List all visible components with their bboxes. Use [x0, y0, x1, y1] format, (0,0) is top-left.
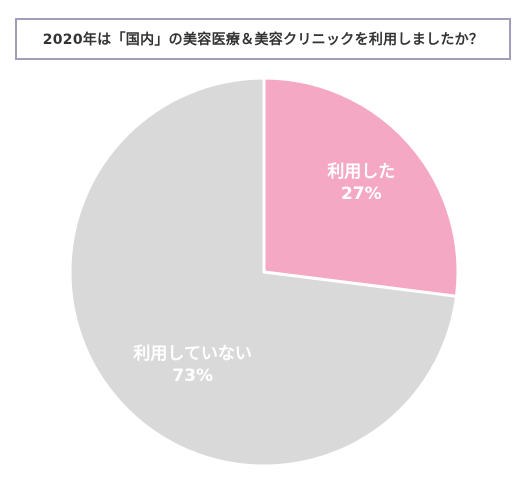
chart-title: 2020年は「国内」の美容医療＆美容クリニックを利用しましたか？: [15, 18, 511, 60]
slice-value-label: 27%: [341, 184, 382, 204]
pie-slices: [68, 76, 460, 468]
slice-category-label: 利用した: [327, 161, 395, 182]
pie-slice-2: [68, 76, 458, 468]
pie-slice-1: [262, 76, 460, 298]
slice-category-label: 利用していない: [133, 343, 252, 364]
slice-value-label: 73%: [172, 366, 213, 386]
